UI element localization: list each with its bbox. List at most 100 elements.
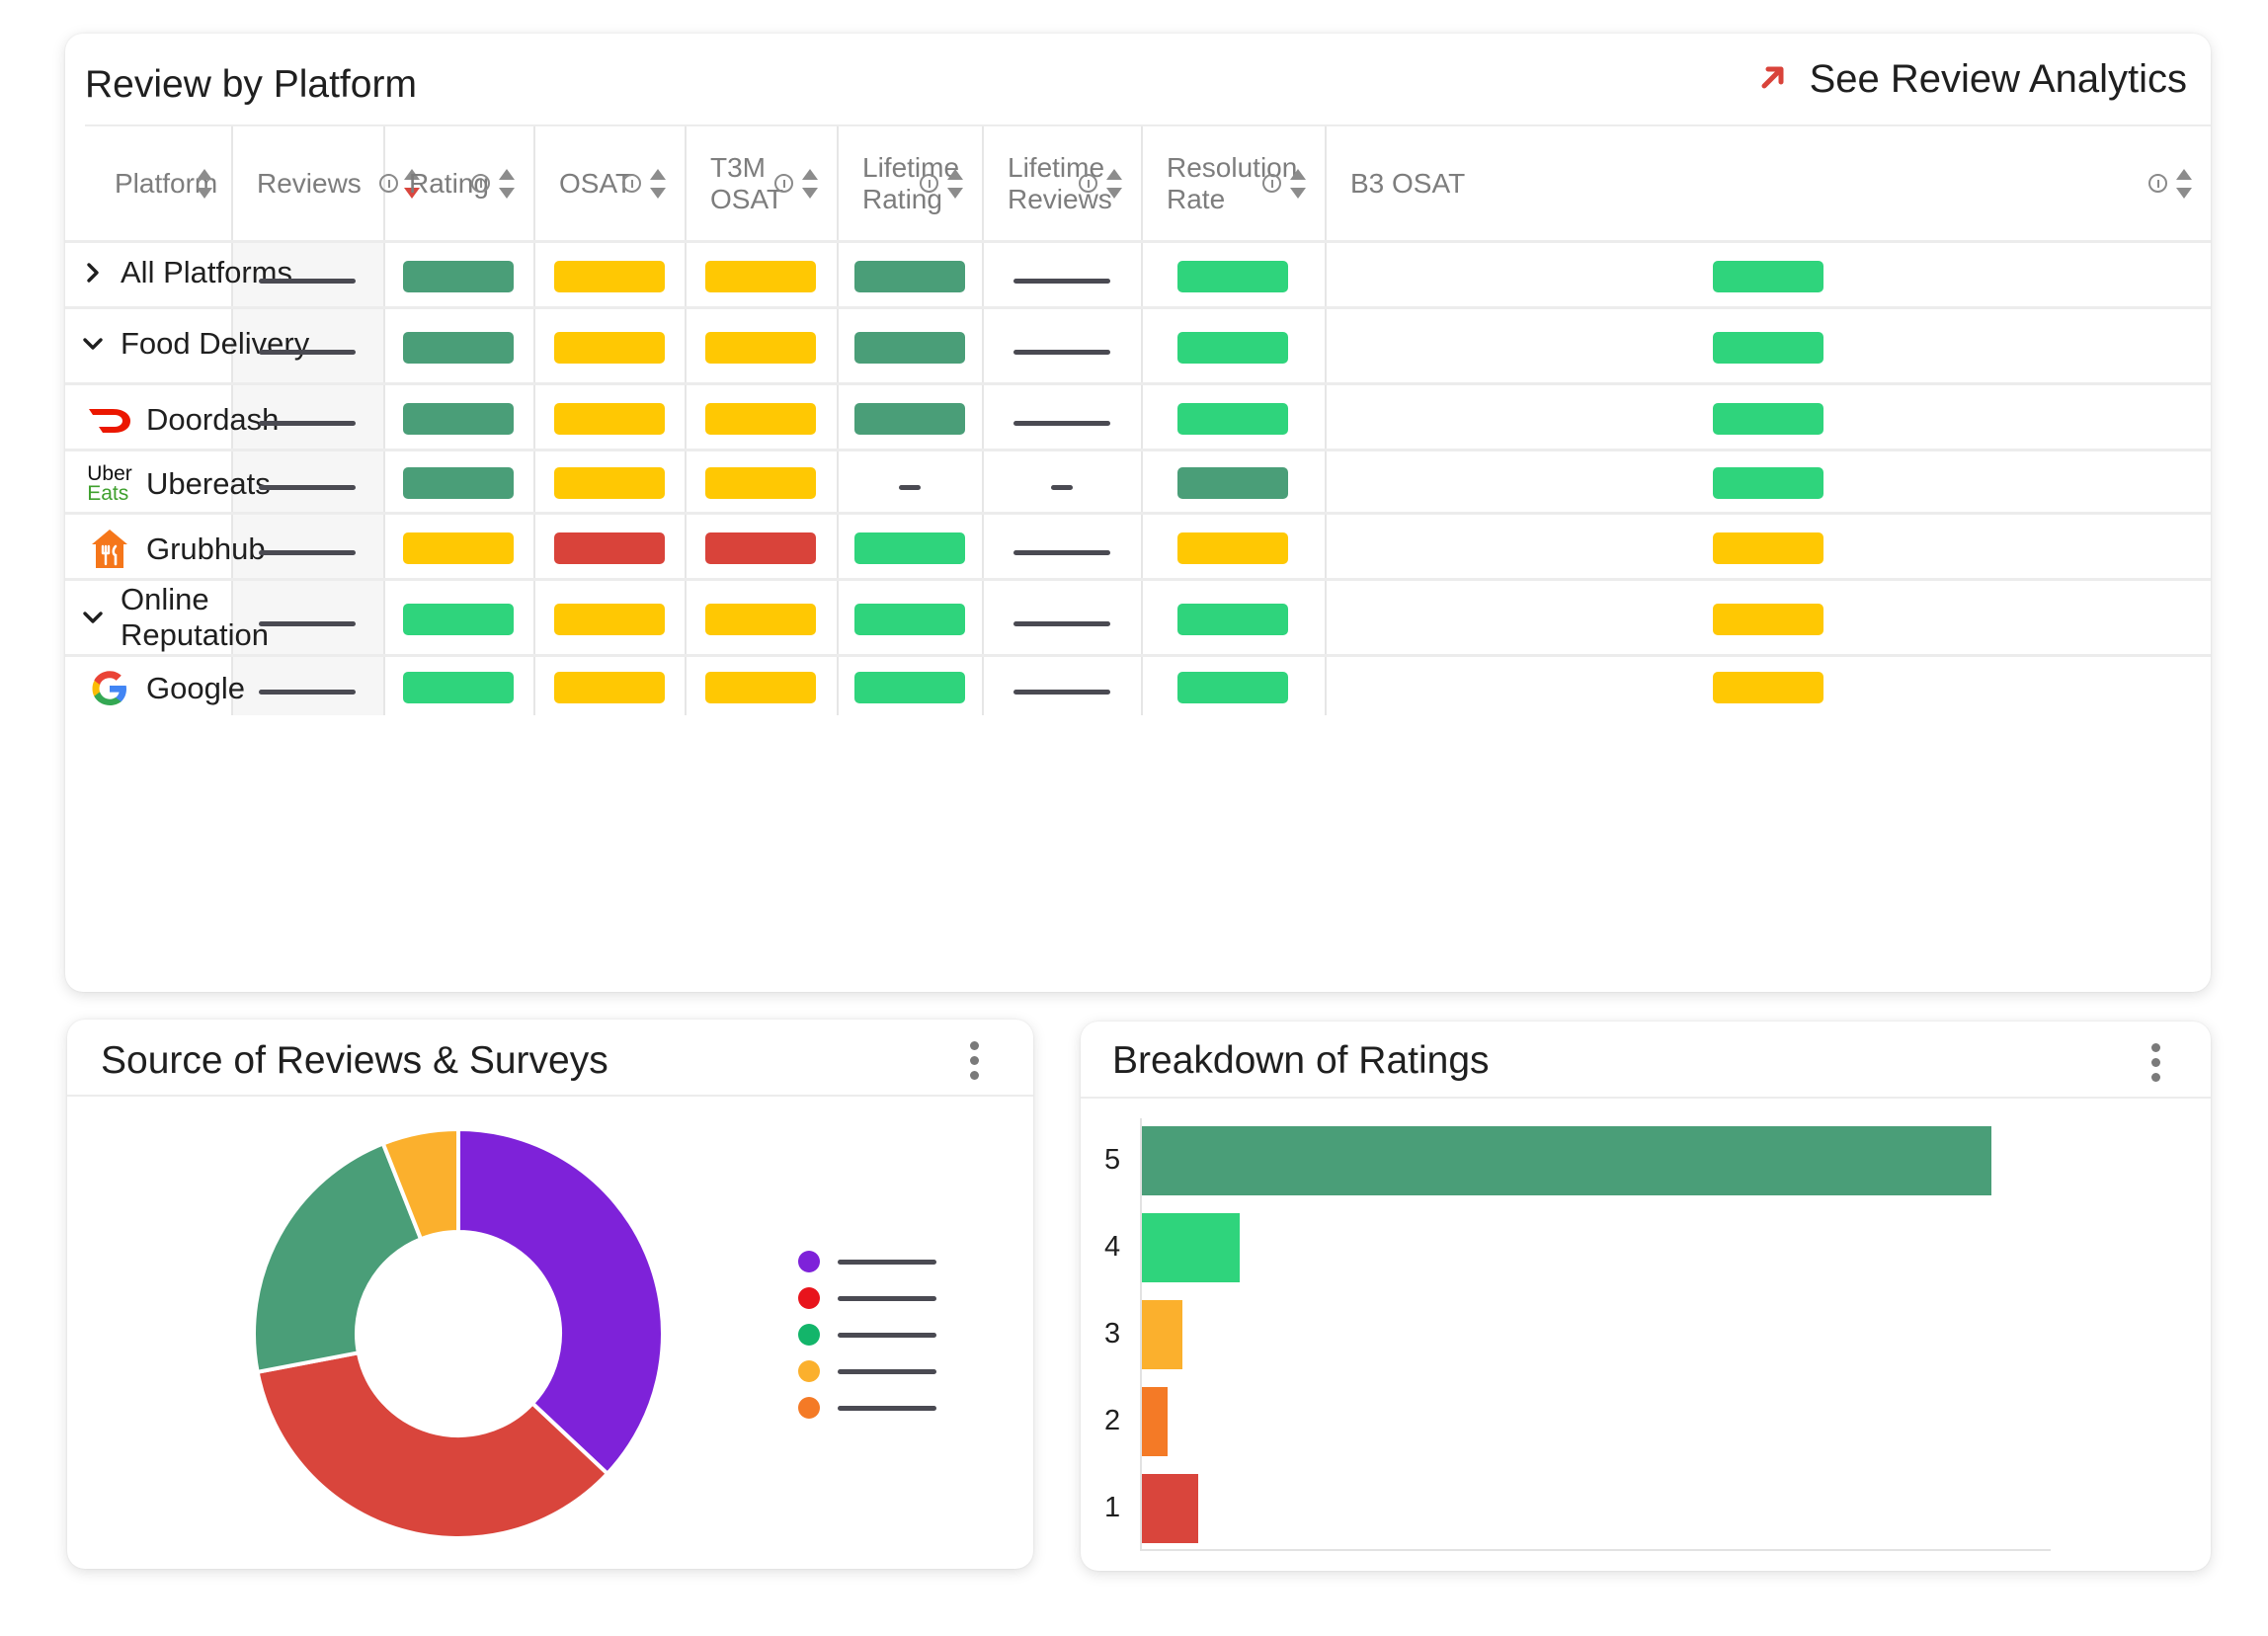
row-label-food-delivery[interactable]: Food Delivery — [79, 326, 309, 362]
row-label-text: Grubhub — [146, 531, 266, 566]
empty-value-dash — [1012, 420, 1110, 426]
status-pill-red — [553, 532, 665, 564]
rating-bar-2[interactable] — [1142, 1387, 1168, 1456]
row-divider — [65, 654, 2211, 657]
status-pill-yellow — [553, 671, 665, 703]
kebab-menu-icon[interactable] — [970, 1041, 980, 1080]
row-divider — [65, 306, 2211, 309]
status-pill-green — [853, 603, 965, 635]
empty-value-dash — [259, 620, 356, 626]
info-icon[interactable] — [1079, 174, 1097, 193]
info-icon[interactable] — [1262, 174, 1281, 193]
empty-value-dash — [1012, 549, 1110, 555]
row-label-google[interactable]: Google — [87, 666, 245, 711]
info-icon[interactable] — [622, 174, 641, 193]
status-pill-yellow — [553, 467, 665, 499]
status-pill-dark-green — [403, 260, 514, 292]
legend-label-placeholder — [838, 1405, 936, 1411]
row-label-all-platforms[interactable]: All Platforms — [79, 255, 292, 290]
info-icon[interactable] — [2148, 174, 2167, 193]
row-label-online-reputation[interactable]: Online Reputation — [79, 582, 269, 653]
kebab-menu-icon[interactable] — [2151, 1043, 2161, 1082]
see-review-analytics-label: See Review Analytics — [1809, 57, 2187, 101]
sort-arrows-icon[interactable] — [498, 169, 516, 199]
rating-bar-3[interactable] — [1142, 1300, 1183, 1369]
doordash-logo-icon — [87, 397, 132, 443]
status-pill-dark-green — [1177, 467, 1288, 499]
see-review-analytics-link[interactable]: See Review Analytics — [1758, 57, 2187, 102]
column-header-b3-osat[interactable]: B3 OSAT — [1325, 126, 2211, 241]
status-pill-dark-green — [853, 402, 965, 435]
status-pill-yellow — [705, 467, 816, 499]
rating-bar-4[interactable] — [1142, 1213, 1240, 1282]
rating-bar-5[interactable] — [1142, 1126, 1991, 1195]
breakdown-of-ratings-card: Breakdown of Ratings 5 4 3 2 1 — [1081, 1022, 2211, 1571]
status-pill-yellow — [553, 331, 665, 364]
status-pill-yellow — [1712, 671, 1823, 703]
legend-label-placeholder — [838, 1368, 936, 1374]
status-pill-yellow — [705, 671, 816, 703]
legend-item[interactable] — [798, 1251, 936, 1272]
x-axis-line — [1140, 1549, 2051, 1551]
column-divider — [383, 126, 385, 715]
google-logo-icon — [87, 666, 132, 711]
reviews-column-shade — [231, 241, 383, 715]
status-pill-yellow — [705, 331, 816, 364]
arrow-up-right-icon — [1758, 62, 1788, 97]
column-header-t3m-osat[interactable]: T3M OSAT — [685, 126, 837, 241]
sort-arrows-icon[interactable] — [946, 169, 964, 199]
empty-value-dash — [898, 485, 921, 490]
info-icon[interactable] — [774, 174, 793, 193]
card-divider — [67, 1095, 1033, 1097]
legend-item[interactable] — [798, 1360, 936, 1382]
chevron-down-icon[interactable] — [79, 610, 107, 625]
legend-item[interactable] — [798, 1324, 936, 1346]
empty-value-dash — [259, 485, 356, 490]
chevron-right-icon[interactable] — [79, 262, 107, 284]
row-label-ubereats[interactable]: Uber Eats Ubereats — [87, 461, 271, 507]
sort-arrows-icon[interactable] — [196, 169, 213, 199]
status-pill-yellow — [705, 402, 816, 435]
column-header-lifetime-rating[interactable]: Lifetime Rating — [837, 126, 982, 241]
row-label-grubhub[interactable]: Grubhub — [87, 527, 266, 572]
empty-value-dash — [1050, 485, 1073, 490]
card-title: Breakdown of Ratings — [1112, 1039, 1490, 1082]
column-header-reviews[interactable]: Reviews — [231, 126, 420, 241]
status-pill-dark-green — [853, 260, 965, 292]
status-pill-red — [705, 532, 816, 564]
status-pill-green — [853, 532, 965, 564]
sort-arrows-icon[interactable] — [1289, 169, 1307, 199]
ubereats-logo-icon: Uber Eats — [87, 461, 132, 507]
status-pill-green — [403, 671, 514, 703]
info-icon[interactable] — [379, 174, 398, 193]
status-pill-yellow — [553, 603, 665, 635]
donut-slice[interactable] — [252, 1140, 424, 1375]
donut-slice[interactable] — [456, 1126, 665, 1477]
row-label-doordash[interactable]: Doordash — [87, 397, 279, 443]
donut-slice[interactable] — [380, 1126, 460, 1242]
sort-arrows-icon[interactable] — [403, 169, 421, 199]
status-pill-yellow — [1712, 603, 1823, 635]
sort-arrows-icon[interactable] — [801, 169, 819, 199]
platform-table: Platform Reviews Rating OSAT T3M OSAT Lifetim… — [65, 126, 2211, 992]
legend-item[interactable] — [798, 1287, 936, 1309]
column-header-rating[interactable]: Rating — [383, 126, 533, 241]
sort-arrows-icon[interactable] — [1105, 169, 1123, 199]
legend-label-placeholder — [838, 1259, 936, 1265]
column-header-lifetime-reviews[interactable]: Lifetime Reviews — [982, 126, 1141, 241]
legend-item[interactable] — [798, 1397, 936, 1419]
row-label-text: Online Reputation — [121, 581, 269, 652]
rating-bar-1[interactable] — [1142, 1474, 1198, 1543]
column-header-resolution-rate[interactable]: Resolution Rate — [1141, 126, 1325, 241]
donut-slice[interactable] — [255, 1350, 610, 1540]
chevron-down-icon[interactable] — [79, 336, 107, 352]
info-icon[interactable] — [471, 174, 490, 193]
column-header-osat[interactable]: OSAT — [533, 126, 685, 241]
row-divider — [65, 578, 2211, 581]
sort-arrows-icon[interactable] — [649, 169, 667, 199]
sort-arrows-icon[interactable] — [2175, 169, 2193, 199]
info-icon[interactable] — [920, 174, 938, 193]
column-header-platform[interactable]: Platform — [65, 126, 231, 241]
status-pill-yellow — [553, 402, 665, 435]
card-title: Review by Platform — [85, 63, 417, 106]
